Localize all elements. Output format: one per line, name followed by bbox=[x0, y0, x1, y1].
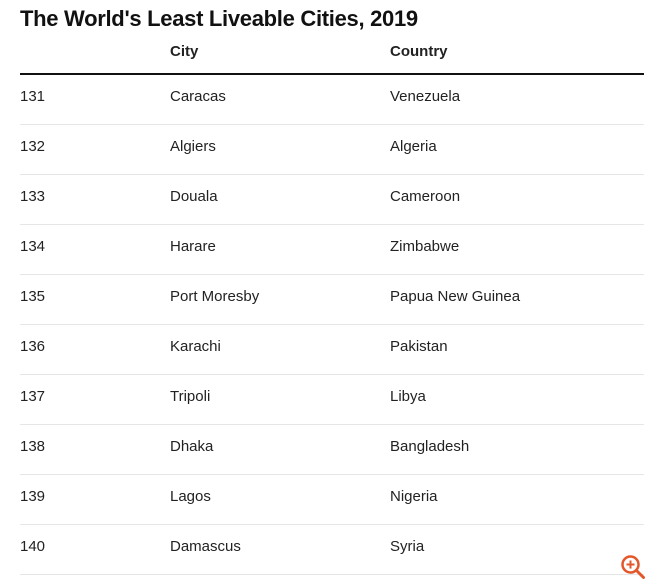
table-body: 131 Caracas Venezuela 132 Algiers Algeria 133 D… bbox=[20, 75, 644, 575]
rank-cell: 140 bbox=[20, 538, 46, 555]
header-city: City bbox=[170, 43, 199, 60]
table-row: 136 Karachi Pakistan bbox=[20, 325, 644, 375]
table-row: 139 Lagos Nigeria bbox=[20, 475, 644, 525]
table-row: 134 Harare Zimbabwe bbox=[20, 225, 644, 275]
table-row: 138 Dhaka Bangladesh bbox=[20, 425, 644, 475]
rank-cell: 133 bbox=[20, 188, 46, 205]
city-cell: Tripoli bbox=[170, 388, 211, 405]
rank-cell: 139 bbox=[20, 488, 46, 505]
city-cell: Port Moresby bbox=[170, 288, 260, 305]
city-cell: Douala bbox=[170, 188, 218, 205]
city-cell: Harare bbox=[170, 238, 216, 255]
country-cell: Bangladesh bbox=[390, 438, 470, 455]
table-row: 137 Tripoli Libya bbox=[20, 375, 644, 425]
country-cell: Pakistan bbox=[390, 338, 448, 355]
table-row: 131 Caracas Venezuela bbox=[20, 75, 644, 125]
city-cell: Karachi bbox=[170, 338, 221, 355]
table-row: 135 Port Moresby Papua New Guinea bbox=[20, 275, 644, 325]
rank-cell: 132 bbox=[20, 138, 46, 155]
country-cell: Papua New Guinea bbox=[390, 288, 521, 305]
table-row: 140 Damascus Syria bbox=[20, 525, 644, 575]
city-cell: Damascus bbox=[170, 538, 241, 555]
country-cell: Zimbabwe bbox=[390, 238, 460, 255]
rank-cell: 131 bbox=[20, 88, 46, 105]
country-cell: Algeria bbox=[390, 138, 437, 155]
country-cell: Syria bbox=[390, 538, 425, 555]
table-header: City Country bbox=[20, 40, 644, 75]
table-row: 133 Douala Cameroon bbox=[20, 175, 644, 225]
country-cell: Libya bbox=[390, 388, 426, 405]
rank-cell: 137 bbox=[20, 388, 46, 405]
rank-cell: 135 bbox=[20, 288, 46, 305]
rank-cell: 136 bbox=[20, 338, 46, 355]
header-country: Country bbox=[390, 43, 448, 60]
rank-cell: 138 bbox=[20, 438, 46, 455]
city-cell: Dhaka bbox=[170, 438, 214, 455]
zoom-in-icon[interactable] bbox=[620, 554, 646, 580]
chart-title: The World's Least Liveable Cities, 2019 bbox=[20, 6, 418, 31]
city-cell: Algiers bbox=[170, 138, 216, 155]
ranking-table: City Country 131 Caracas Venezuela 132 Algie… bbox=[20, 40, 644, 575]
city-cell: Caracas bbox=[170, 88, 226, 105]
city-cell: Lagos bbox=[170, 488, 211, 505]
country-cell: Nigeria bbox=[390, 488, 438, 505]
country-cell: Venezuela bbox=[390, 88, 461, 105]
country-cell: Cameroon bbox=[390, 188, 461, 205]
table-row: 132 Algiers Algeria bbox=[20, 125, 644, 175]
rank-cell: 134 bbox=[20, 238, 46, 255]
